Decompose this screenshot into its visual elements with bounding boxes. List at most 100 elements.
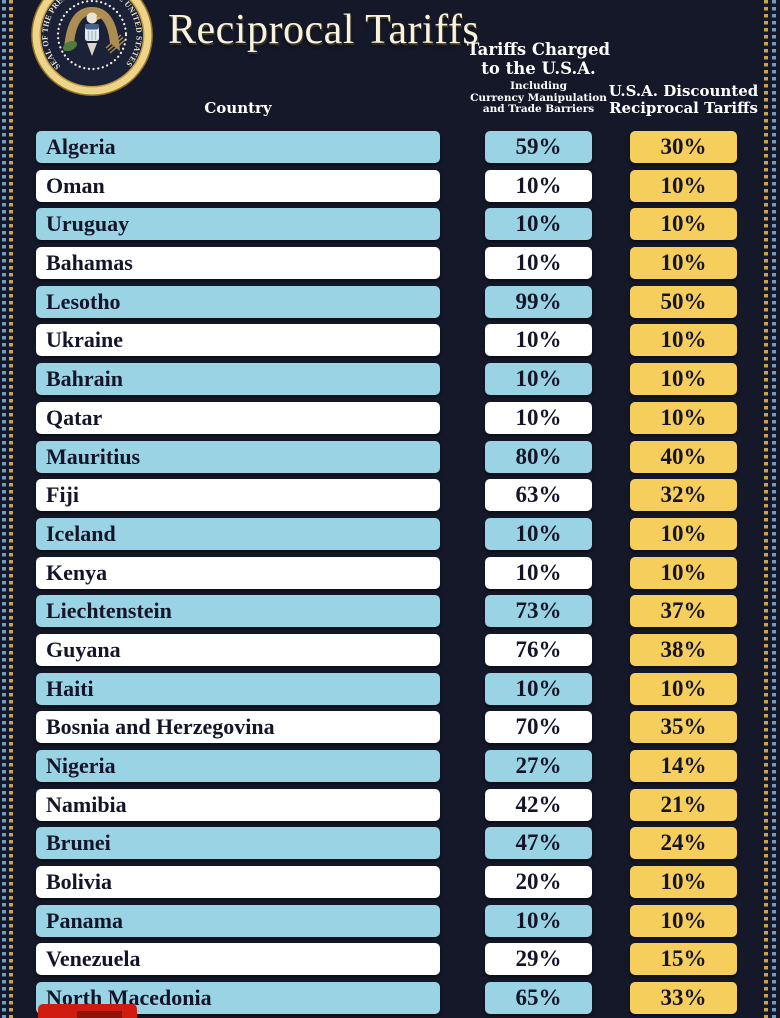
country-cell: Algeria [36,131,440,163]
table-row: Brunei 47% 24% [36,827,737,860]
country-cell: Bahamas [36,247,440,280]
eagle-icon [62,7,126,56]
country-cell: Haiti [36,672,440,705]
country-cell: Namibia [36,788,440,821]
country-cell: Panama [36,904,440,937]
charged-tariff-cell: 80% [485,440,592,473]
country-cell: Oman [36,169,440,202]
charged-tariff-cell: 20% [485,866,592,899]
country-cell: Brunei [36,827,440,860]
charged-tariff-cell: 29% [485,943,592,976]
charged-header-line1: Tariffs Charged [466,40,610,59]
discounted-tariff-cell: 10% [630,517,737,550]
charged-tariff-cell: 76% [485,633,592,666]
discounted-tariff-cell: 35% [630,711,737,744]
table-row: Kenya 10% 10% [36,556,737,589]
charged-tariff-cell: 10% [485,208,592,241]
charged-tariff-cell: 10% [485,247,592,280]
charged-tariff-cell: 10% [485,324,592,357]
charged-header-subtext: Including Currency Manipulation and Trad… [452,80,625,116]
country-cell: Ukraine [36,324,440,357]
country-cell: Kenya [36,556,440,589]
charged-tariff-cell: 73% [485,595,592,628]
discounted-tariff-cell: 15% [630,943,737,976]
discounted-tariff-cell: 32% [630,479,737,512]
table-row: Bahamas 10% 10% [36,247,737,280]
table-row: Ukraine 10% 10% [36,324,737,357]
country-cell: Mauritius [36,440,440,473]
charged-tariff-cell: 10% [485,401,592,434]
charged-header-line2: to the U.S.A. [481,59,596,78]
country-cell: Liechtenstein [36,595,440,628]
country-cell: Bosnia and Herzegovina [36,711,440,744]
charged-tariff-cell: 47% [485,827,592,860]
discounted-tariff-cell: 24% [630,827,737,860]
red-badge-inner [77,1011,122,1018]
discounted-tariff-cell: 10% [630,556,737,589]
right-border-dots-gold [764,0,768,1018]
discounted-tariff-cell: 10% [630,866,737,899]
tariff-table: Algeria 59% 30% Oman 10% 10% Uruguay 10%… [36,131,737,1015]
charged-tariff-cell: 10% [485,169,592,202]
presidential-seal-icon: SEAL OF THE PRESIDENT OF THE UNITED STAT… [31,0,153,96]
right-border-dots-blue [772,0,776,1018]
discounted-tariff-cell: 10% [630,672,737,705]
table-row: Iceland 10% 10% [36,517,737,550]
discounted-header-line1: U.S.A. Discounted [608,82,759,100]
discounted-header-line2: Reciprocal Tariffs [609,98,758,117]
country-cell: Venezuela [36,943,440,976]
discounted-tariff-cell: 10% [630,324,737,357]
country-cell: Bolivia [36,866,440,899]
country-cell: Guyana [36,633,440,666]
charged-tariff-cell: 10% [485,517,592,550]
table-row: Namibia 42% 21% [36,788,737,821]
discounted-tariff-cell: 10% [630,363,737,396]
seal-star-ring [56,0,128,71]
table-row: Bahrain 10% 10% [36,363,737,396]
charged-tariff-cell: 10% [485,672,592,705]
table-row: Panama 10% 10% [36,904,737,937]
table-row: Venezuela 29% 15% [36,943,737,976]
charged-tariff-cell: 10% [485,904,592,937]
discounted-tariff-cell: 10% [630,208,737,241]
discounted-tariff-cell: 10% [630,904,737,937]
discounted-tariff-cell: 30% [630,131,737,163]
charged-sub-line3: and Trade Barriers [482,103,595,115]
discounted-tariff-cell: 14% [630,750,737,782]
table-row: Bolivia 20% 10% [36,866,737,899]
discounted-tariff-cell: 40% [630,440,737,473]
table-row: Lesotho 99% 50% [36,285,737,318]
table-row: Mauritius 80% 40% [36,440,737,473]
discounted-tariff-cell: 10% [630,247,737,280]
table-row: North Macedonia 65% 33% [36,982,737,1015]
table-row: Bosnia and Herzegovina 70% 35% [36,711,737,744]
country-cell: Qatar [36,401,440,434]
charged-tariff-cell: 42% [485,788,592,821]
discounted-tariff-cell: 10% [630,169,737,202]
country-cell: Bahrain [36,363,440,396]
charged-tariff-cell: 70% [485,711,592,744]
charged-tariff-cell: 99% [485,285,592,318]
table-row: Oman 10% 10% [36,169,737,202]
column-header-discounted: U.S.A. Discounted Reciprocal Tariffs [597,83,770,116]
charged-tariff-cell: 59% [485,131,592,163]
discounted-tariff-cell: 33% [630,982,737,1015]
charged-sub-line2: Currency Manipulation [470,91,607,104]
discounted-tariff-cell: 21% [630,788,737,821]
page-title: Reciprocal Tariffs [168,7,480,53]
charged-tariff-cell: 27% [485,750,592,782]
charged-tariff-cell: 63% [485,479,592,512]
table-row: Uruguay 10% 10% [36,208,737,241]
discounted-tariff-cell: 38% [630,633,737,666]
country-cell: Fiji [36,479,440,512]
table-row: Guyana 76% 38% [36,633,737,666]
discounted-tariff-cell: 10% [630,401,737,434]
table-row: Fiji 63% 32% [36,479,737,512]
column-header-country: Country [204,99,272,117]
country-cell: Lesotho [36,285,440,318]
table-row: Haiti 10% 10% [36,672,737,705]
charged-sub-line1: Including [510,80,567,92]
table-row: Algeria 59% 30% [36,131,737,163]
column-header-charged: Tariffs Charged to the U.S.A. Including … [452,40,625,116]
